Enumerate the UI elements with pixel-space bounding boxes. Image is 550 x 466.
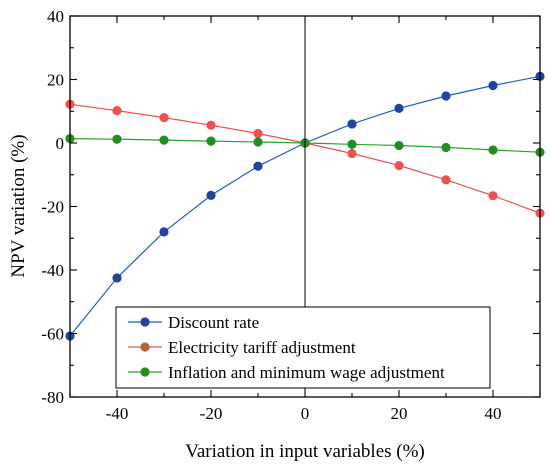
data-point-electricity-tariff <box>206 120 216 130</box>
legend-marker-discount-rate <box>140 317 150 327</box>
plot-area <box>65 71 545 341</box>
x-tick-label: -20 <box>200 404 223 423</box>
y-tick-label: 40 <box>47 7 64 26</box>
data-point-discount-rate <box>441 91 451 101</box>
data-point-electricity-tariff <box>394 160 404 171</box>
x-tick-label: -40 <box>106 404 129 423</box>
data-point-electricity-tariff <box>112 106 122 116</box>
y-tick-label: 20 <box>47 71 64 90</box>
y-tick-label: -60 <box>41 325 64 344</box>
data-point-inflation-wage <box>441 142 451 153</box>
x-axis-title: Variation in input variables (%) <box>185 441 425 462</box>
data-point-discount-rate <box>112 273 122 283</box>
x-tick-label: 20 <box>391 404 408 423</box>
data-point-electricity-tariff <box>441 175 451 185</box>
data-point-inflation-wage <box>253 137 263 147</box>
y-axis-title: NPV variation (%) <box>8 134 29 277</box>
legend-box <box>115 306 491 389</box>
data-point-electricity-tariff <box>347 148 357 159</box>
data-point-inflation-wage <box>112 134 122 144</box>
data-point-inflation-wage <box>347 139 357 149</box>
x-tick-label: 0 <box>301 404 310 423</box>
data-point-inflation-wage <box>206 136 216 146</box>
y-tick-label: -80 <box>41 388 64 407</box>
data-point-discount-rate <box>206 190 216 200</box>
y-tick-label: -40 <box>41 261 64 280</box>
legend-marker-inflation-wage <box>140 367 150 377</box>
y-tick-label: 0 <box>56 134 65 153</box>
y-tick-label: -20 <box>41 198 64 217</box>
data-point-inflation-wage <box>488 145 498 155</box>
data-point-inflation-wage <box>159 135 169 145</box>
legend-label-inflation-wage: Inflation and minimum wage adjustment <box>168 363 445 382</box>
data-point-electricity-tariff <box>488 191 498 201</box>
data-point-electricity-tariff <box>253 128 263 139</box>
x-tick-label: 40 <box>485 404 502 423</box>
legend-label-electricity-tariff: Electricity tariff adjustment <box>168 338 356 357</box>
data-point-inflation-wage <box>394 140 404 151</box>
data-point-electricity-tariff <box>159 113 169 123</box>
data-point-discount-rate <box>347 119 357 129</box>
data-point-discount-rate <box>394 103 404 113</box>
legend-label-discount-rate: Discount rate <box>168 313 259 332</box>
legend: Discount rate Electricity tariff adjustme… <box>115 306 491 389</box>
data-point-discount-rate <box>253 161 263 171</box>
data-point-discount-rate <box>159 227 169 237</box>
legend-marker-electricity-tariff <box>140 342 150 352</box>
data-point-discount-rate <box>488 80 498 91</box>
